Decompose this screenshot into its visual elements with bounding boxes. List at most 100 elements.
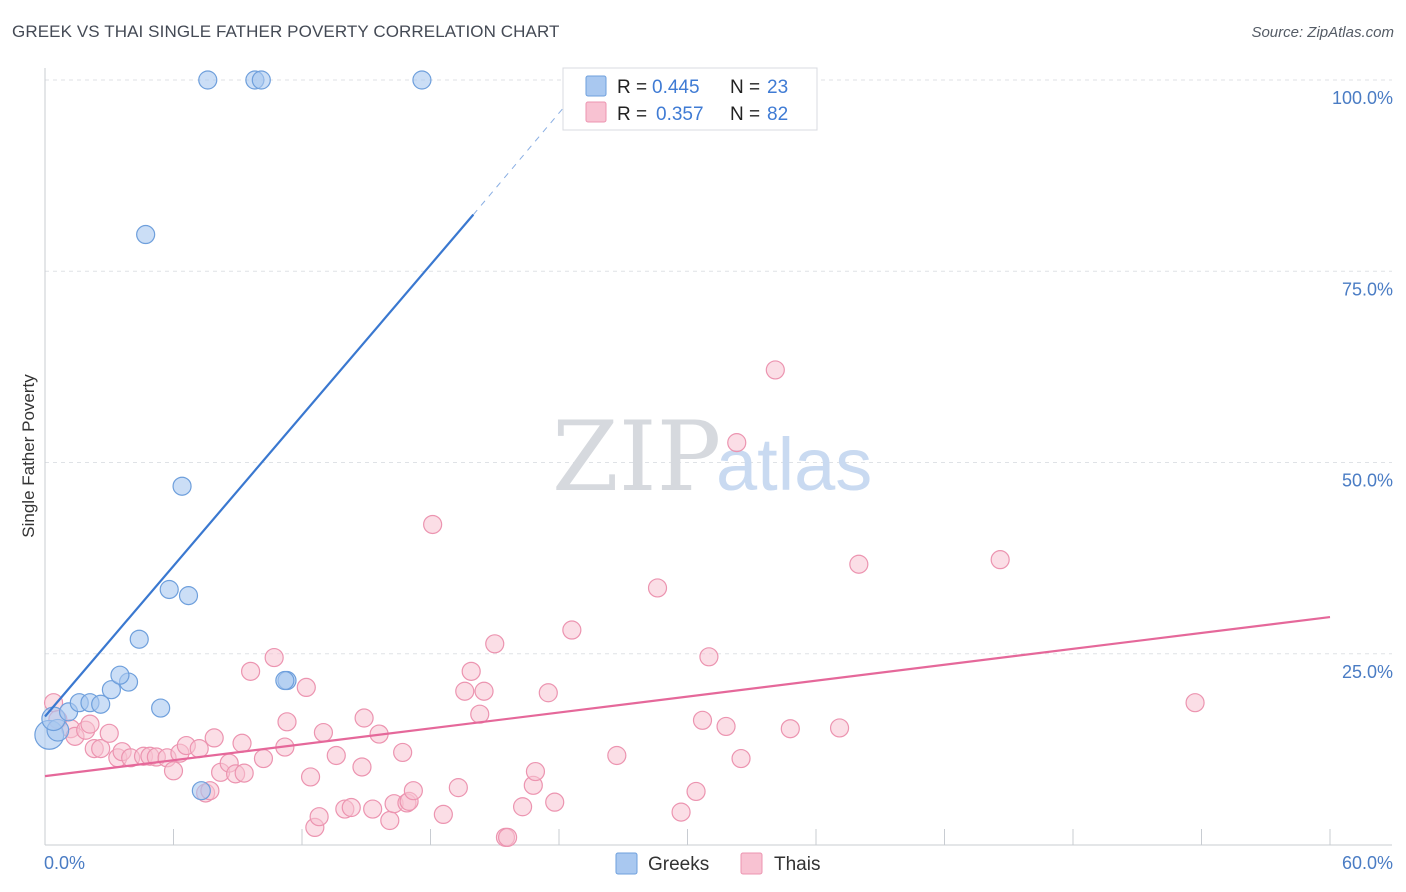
x-tick-label-min: 0.0% (44, 853, 85, 873)
greeks-points (34, 70, 432, 801)
thais-point-30 (264, 647, 284, 668)
thais-n-label: N = (730, 104, 760, 125)
thais-point-36 (309, 807, 329, 827)
thais-point-47 (393, 742, 413, 763)
greeks-bottom-label: Greeks (648, 854, 709, 875)
watermark-zip: ZIP (552, 401, 721, 513)
greeks-n-label: N = (730, 77, 760, 98)
thais-point-73 (716, 716, 736, 737)
chart-source: Source: ZipAtlas.com (1251, 24, 1394, 41)
thais-point-64 (538, 683, 558, 703)
chart-title: GREEK VS THAI SINGLE FATHER POVERTY CORR… (12, 22, 560, 41)
thais-point-77 (780, 719, 800, 739)
thais-point-37 (313, 722, 334, 743)
greeks-point-15 (198, 70, 218, 90)
thais-trendline (44, 615, 1331, 778)
thais-point-32 (277, 712, 297, 732)
stats-legend: R = 0.445 N = 23 R = 0.357 N = 82 (562, 67, 818, 131)
y-tick-label-100: 100.0% (1332, 88, 1393, 108)
trendlines (44, 87, 1331, 778)
y-tick-label-75: 75.0% (1342, 279, 1393, 299)
greeks-point-19 (136, 224, 156, 245)
thais-point-60 (498, 827, 518, 847)
thais-point-51 (423, 514, 443, 535)
greeks-r-value: 0.445 (652, 77, 700, 98)
thais-points (43, 360, 1205, 847)
thais-point-52 (433, 804, 453, 825)
thais-point-16 (163, 761, 184, 781)
greeks-point-13 (172, 476, 192, 496)
thais-point-58 (485, 634, 505, 654)
thais-point-22 (204, 728, 224, 748)
thais-point-79 (849, 554, 869, 574)
thais-point-19 (189, 739, 209, 759)
thais-point-8 (99, 723, 119, 743)
y-tick-label-50: 50.0% (1342, 471, 1393, 491)
greeks-r-label: R = (617, 77, 647, 98)
thais-point-69 (671, 802, 691, 822)
thais-point-28 (241, 661, 261, 681)
thais-point-71 (692, 710, 713, 730)
x-tick-label-max: 60.0% (1342, 853, 1393, 873)
greeks-point-7 (101, 680, 121, 700)
x-ticks (173, 829, 1331, 845)
thais-point-7 (91, 739, 111, 759)
greeks-point-12 (159, 579, 179, 600)
y-tick-label-25: 25.0% (1342, 662, 1393, 682)
greeks-bottom-swatch (615, 852, 638, 875)
thais-point-38 (326, 745, 346, 766)
greeks-n-value: 23 (767, 77, 788, 98)
thais-point-80 (990, 550, 1010, 570)
thais-point-29 (253, 748, 274, 769)
thais-point-45 (380, 810, 400, 831)
thais-r-value: 0.357 (656, 104, 704, 125)
y-tick-labels: 25.0% 50.0% 75.0% 100.0% (1332, 88, 1393, 682)
thais-point-42 (354, 708, 374, 728)
thais-point-78 (829, 718, 850, 738)
gridlines (45, 79, 1392, 655)
thais-point-40 (341, 797, 361, 818)
thais-point-43 (363, 799, 383, 819)
bottom-legend: Greeks Thais (615, 852, 820, 875)
greeks-point-10 (129, 629, 149, 649)
thais-point-72 (699, 647, 719, 667)
thais-point-65 (545, 792, 565, 812)
greeks-point-6 (91, 694, 111, 714)
greeks-trendline (44, 213, 475, 718)
thais-point-27 (234, 763, 254, 783)
thais-point-55 (461, 661, 481, 681)
y-axis-label: Single Father Poverty (19, 374, 38, 538)
greeks-point-22 (191, 781, 211, 801)
greeks-point-11 (151, 698, 171, 718)
greeks-point-18 (412, 70, 432, 90)
greeks-legend-swatch (585, 75, 607, 97)
greeks-trendline-extension (472, 87, 581, 215)
thais-point-41 (352, 757, 372, 777)
thais-point-74 (727, 433, 747, 453)
thais-legend-swatch (585, 101, 607, 123)
thais-point-63 (525, 761, 546, 782)
thais-point-26 (232, 733, 252, 753)
thais-point-57 (474, 681, 494, 701)
thais-point-50 (403, 781, 423, 801)
thais-n-value: 82 (767, 104, 788, 125)
thais-point-34 (300, 767, 321, 787)
thais-r-label: R = (617, 104, 647, 125)
greeks-point-21 (275, 670, 295, 691)
watermark: ZIP atlas (552, 401, 872, 513)
thais-point-81 (1185, 693, 1205, 713)
thais-point-54 (455, 681, 475, 701)
thais-point-5 (80, 714, 100, 734)
thais-bottom-swatch (740, 852, 763, 875)
thais-point-53 (448, 778, 468, 798)
thais-point-76 (765, 360, 785, 380)
thais-point-67 (607, 745, 627, 766)
thais-point-70 (686, 781, 706, 802)
greeks-point-17 (251, 70, 271, 90)
thais-point-66 (562, 620, 582, 640)
greeks-point-9 (110, 665, 130, 685)
thais-point-61 (512, 797, 533, 817)
greeks-point-14 (178, 586, 199, 606)
thais-point-68 (647, 578, 668, 598)
